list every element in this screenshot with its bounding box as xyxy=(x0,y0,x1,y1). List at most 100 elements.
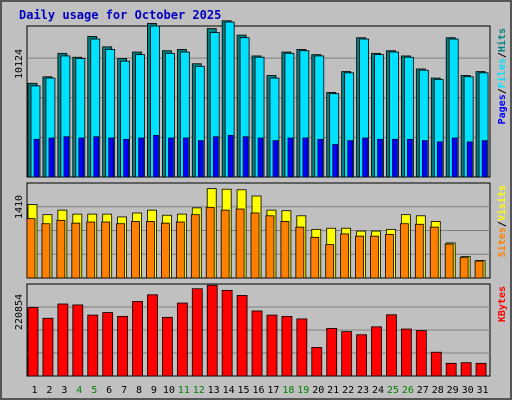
legend-item-files: Files xyxy=(496,58,508,88)
bar-kbytes-day-23 xyxy=(356,334,367,377)
legend-item-kbytes: KBytes xyxy=(497,286,508,322)
bar-pages-day-16 xyxy=(257,137,264,178)
bar-kbytes-day-28 xyxy=(430,351,442,377)
bar-sites-day-4 xyxy=(71,222,81,279)
bar-kbytes-day-31 xyxy=(475,362,487,377)
bar-kbytes-day-25 xyxy=(386,314,397,377)
bar-sites-day-6 xyxy=(101,221,111,279)
x-tick-label: 23 xyxy=(357,385,369,396)
bar-sites-day-21 xyxy=(325,244,335,279)
bar-sites-day-20 xyxy=(310,236,320,279)
bar-sites-day-31 xyxy=(474,260,484,279)
x-tick-label: 4 xyxy=(76,385,82,396)
bar-kbytes-day-24 xyxy=(371,326,382,377)
legend: KBytes xyxy=(497,286,508,322)
bar-sites-day-12 xyxy=(190,214,200,279)
x-tick-label: 29 xyxy=(447,385,459,396)
bar-sites-day-2 xyxy=(41,223,51,279)
usage-chart: Daily usage for October 2025 10124 Pages /… xyxy=(14,8,508,396)
bar-pages-day-5 xyxy=(93,136,100,178)
bar-pages-day-9 xyxy=(153,135,159,178)
bar-sites-day-9 xyxy=(146,221,155,279)
bar-pages-day-27 xyxy=(422,140,428,178)
x-tick-label: 11 xyxy=(178,385,190,396)
bar-kbytes-day-15 xyxy=(236,295,248,377)
bar-pages-day-2 xyxy=(48,137,55,178)
bar-sites-day-27 xyxy=(414,223,424,279)
bar-kbytes-day-22 xyxy=(341,331,353,377)
bar-pages-day-20 xyxy=(317,138,324,178)
bar-kbytes-day-1 xyxy=(27,307,39,377)
x-tick-label: 25 xyxy=(387,385,399,396)
x-tick-label: 12 xyxy=(193,385,205,396)
x-tick-label: 18 xyxy=(282,385,294,396)
x-tick-label: 21 xyxy=(327,385,339,396)
x-tick-label: 7 xyxy=(121,385,127,396)
y-tick-label: 10124 xyxy=(14,49,25,79)
x-tick-label: 6 xyxy=(106,385,112,396)
bar-pages-day-14 xyxy=(227,135,234,178)
bar-sites-day-3 xyxy=(56,219,66,279)
bar-kbytes-day-29 xyxy=(445,362,457,377)
x-tick-label: 9 xyxy=(151,385,157,396)
bar-sites-day-29 xyxy=(444,243,454,279)
x-tick-label: 27 xyxy=(417,385,429,396)
bar-sites-day-22 xyxy=(340,233,350,279)
legend-item-sites: Sites xyxy=(496,227,508,257)
x-tick-label: 1 xyxy=(31,385,37,396)
x-tick-label: 30 xyxy=(462,385,474,396)
bar-sites-day-11 xyxy=(175,221,185,279)
bar-sites-day-8 xyxy=(131,221,140,279)
bar-kbytes-day-17 xyxy=(266,314,278,377)
x-tick-label: 3 xyxy=(61,385,67,396)
bar-kbytes-day-18 xyxy=(281,315,293,377)
bar-kbytes-day-4 xyxy=(72,304,84,377)
legend: Pages/Files/Hits xyxy=(496,28,508,124)
bar-kbytes-day-11 xyxy=(176,302,188,377)
legend-item-pages: Pages xyxy=(497,94,508,124)
bar-pages-day-3 xyxy=(63,136,70,178)
bar-sites-day-1 xyxy=(26,218,36,279)
bar-sites-day-26 xyxy=(399,223,409,279)
bar-sites-day-5 xyxy=(86,221,96,279)
x-tick-label: 14 xyxy=(223,385,235,396)
bar-kbytes-day-5 xyxy=(87,314,99,377)
bar-pages-day-1 xyxy=(33,138,40,178)
legend: Sites/Visits xyxy=(496,185,508,257)
x-tick-label: 28 xyxy=(432,385,444,396)
bar-pages-day-25 xyxy=(392,138,398,178)
bar-pages-day-22 xyxy=(347,140,353,178)
x-tick-label: 13 xyxy=(208,385,220,396)
bar-sites-day-16 xyxy=(250,212,260,279)
legend-separator: / xyxy=(497,221,508,227)
bar-kbytes-day-16 xyxy=(251,310,263,377)
bar-pages-day-28 xyxy=(436,141,443,178)
bar-pages-day-7 xyxy=(123,138,129,178)
bar-kbytes-day-20 xyxy=(311,347,323,377)
y-tick-label: 1410 xyxy=(14,195,25,219)
x-tick-label: 17 xyxy=(267,385,279,396)
bar-sites-day-7 xyxy=(116,223,126,279)
x-tick-label: 2 xyxy=(46,385,52,396)
chart-title: Daily usage for October 2025 xyxy=(19,8,221,22)
bar-sites-day-17 xyxy=(265,215,275,279)
bar-kbytes-day-19 xyxy=(296,318,308,377)
bar-kbytes-day-7 xyxy=(117,315,129,377)
bar-kbytes-day-10 xyxy=(162,316,173,377)
bar-pages-day-8 xyxy=(138,137,144,178)
bar-sites-day-13 xyxy=(205,206,215,279)
panel-2: 1410 Sites/Visits xyxy=(14,182,508,279)
bar-kbytes-day-8 xyxy=(132,301,143,377)
legend-separator: / xyxy=(497,52,508,58)
bar-pages-day-17 xyxy=(272,140,279,178)
bar-pages-day-19 xyxy=(302,137,309,178)
bar-kbytes-day-14 xyxy=(221,289,233,377)
bar-sites-day-14 xyxy=(220,209,230,279)
legend-item-visits: Visits xyxy=(496,185,508,221)
bar-pages-day-13 xyxy=(212,136,219,178)
bar-sites-day-19 xyxy=(295,226,305,279)
bar-pages-day-23 xyxy=(362,137,368,178)
x-tick-label: 8 xyxy=(136,385,142,396)
